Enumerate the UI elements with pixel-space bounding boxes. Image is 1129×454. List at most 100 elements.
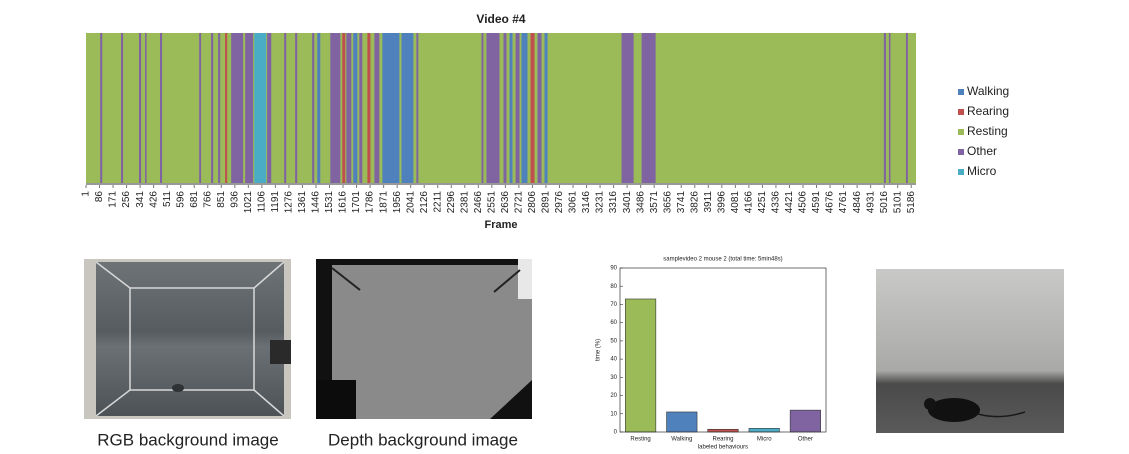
segment bbox=[481, 33, 484, 183]
chart-title: Video #4 bbox=[476, 12, 525, 26]
segment bbox=[211, 33, 214, 183]
segment bbox=[100, 33, 103, 183]
x-tick-label: 426 bbox=[148, 191, 159, 208]
segment bbox=[503, 33, 507, 183]
y-tick-label: 20 bbox=[610, 393, 617, 399]
legend-label: Resting bbox=[967, 124, 1008, 138]
segment bbox=[267, 33, 272, 183]
x-tick-label: 3826 bbox=[689, 191, 700, 214]
segment bbox=[312, 33, 315, 183]
segment bbox=[621, 33, 634, 183]
x-axis-label: labeled behaviours bbox=[698, 445, 748, 451]
x-tick-label: 1701 bbox=[351, 191, 362, 214]
x-tick-label: 3996 bbox=[716, 191, 727, 214]
x-tick-label: 2891 bbox=[541, 191, 552, 214]
segment bbox=[145, 33, 147, 183]
x-tick-label: 3571 bbox=[649, 191, 660, 214]
x-tick-label: Rearing bbox=[712, 437, 733, 443]
x-tick-label: 4761 bbox=[838, 191, 849, 214]
x-tick-label: 1276 bbox=[284, 191, 295, 214]
x-tick-label: 3401 bbox=[622, 191, 633, 214]
x-tick-label: 4676 bbox=[825, 191, 836, 214]
x-tick-label: 5016 bbox=[879, 191, 890, 214]
segment bbox=[199, 33, 202, 183]
x-tick-label: 766 bbox=[202, 191, 213, 208]
segment bbox=[330, 33, 341, 183]
segment bbox=[218, 33, 221, 183]
segment bbox=[317, 33, 321, 183]
y-tick-label: 50 bbox=[610, 338, 617, 344]
x-axis-label: Frame bbox=[484, 219, 517, 231]
bar bbox=[789, 409, 821, 433]
bar bbox=[748, 428, 780, 433]
segment bbox=[905, 33, 908, 183]
x-tick-label: 2296 bbox=[446, 191, 457, 214]
x-tick-label: 86 bbox=[94, 191, 105, 203]
x-tick-label: 4421 bbox=[784, 191, 795, 214]
segment bbox=[138, 33, 142, 183]
segment bbox=[515, 33, 520, 183]
x-tick-label: 1361 bbox=[297, 191, 308, 214]
x-tick-label: 1191 bbox=[270, 191, 281, 213]
segment bbox=[374, 33, 380, 183]
x-tick-label: 2211 bbox=[432, 191, 443, 213]
segment bbox=[382, 33, 400, 183]
x-tick-label: 681 bbox=[189, 191, 200, 208]
x-tick-label: 4591 bbox=[811, 191, 822, 214]
y-axis-label: time (%) bbox=[596, 339, 602, 361]
segment bbox=[537, 33, 542, 183]
plot-frame bbox=[619, 267, 827, 433]
x-tick-label: 511 bbox=[162, 191, 173, 207]
x-tick-label: 3146 bbox=[581, 191, 592, 214]
y-tick-label: 10 bbox=[610, 411, 617, 417]
x-tick-label: Other bbox=[798, 437, 813, 443]
legend-label: Micro bbox=[967, 164, 997, 178]
x-tick-label: 2041 bbox=[405, 191, 416, 214]
bar bbox=[666, 411, 698, 433]
segment bbox=[225, 33, 228, 183]
x-tick-label: 4931 bbox=[865, 191, 876, 214]
x-tick-label: 3231 bbox=[595, 191, 606, 214]
segment bbox=[416, 33, 419, 183]
x-tick-label: 256 bbox=[121, 191, 132, 208]
legend-label: Other bbox=[967, 144, 997, 158]
x-tick-label: 4166 bbox=[744, 191, 755, 214]
segment bbox=[367, 33, 371, 183]
x-tick-label: 5186 bbox=[906, 191, 917, 214]
legend-swatch bbox=[958, 129, 964, 135]
x-tick-label: 1 bbox=[81, 191, 92, 197]
segment bbox=[359, 33, 363, 183]
segment bbox=[254, 33, 267, 183]
y-tick-label: 30 bbox=[610, 375, 617, 381]
segment bbox=[121, 33, 124, 183]
x-tick-label: 2721 bbox=[514, 191, 525, 214]
x-tick-label: Micro bbox=[757, 437, 772, 443]
segment bbox=[486, 33, 500, 183]
x-tick-label: 4081 bbox=[730, 191, 741, 214]
x-tick-label: 5101 bbox=[892, 191, 903, 214]
x-tick-label: 1446 bbox=[311, 191, 322, 214]
x-tick-label: 1531 bbox=[324, 191, 335, 214]
depth-image bbox=[316, 259, 532, 419]
x-tick-label: 2466 bbox=[473, 191, 484, 214]
x-tick-label: 2551 bbox=[486, 191, 497, 214]
x-tick-label: 3061 bbox=[568, 191, 579, 214]
rgb-image bbox=[84, 259, 291, 419]
segment bbox=[530, 33, 535, 183]
x-tick-label: Walking bbox=[671, 437, 692, 443]
segment bbox=[883, 33, 886, 183]
segment bbox=[295, 33, 298, 183]
x-tick-label: 2381 bbox=[459, 191, 470, 214]
x-tick-label: 3911 bbox=[703, 191, 714, 213]
x-tick-label: 2976 bbox=[554, 191, 565, 214]
segment bbox=[401, 33, 414, 183]
x-tick-label: 1956 bbox=[392, 191, 403, 214]
x-tick-label: 3741 bbox=[676, 191, 687, 214]
y-tick-label: 60 bbox=[610, 320, 617, 326]
x-tick-label: 3316 bbox=[608, 191, 619, 214]
bar bbox=[707, 428, 739, 433]
legend-label: Rearing bbox=[967, 104, 1009, 118]
x-tick-label: 3656 bbox=[662, 191, 673, 214]
x-tick-label: 2806 bbox=[527, 191, 538, 214]
